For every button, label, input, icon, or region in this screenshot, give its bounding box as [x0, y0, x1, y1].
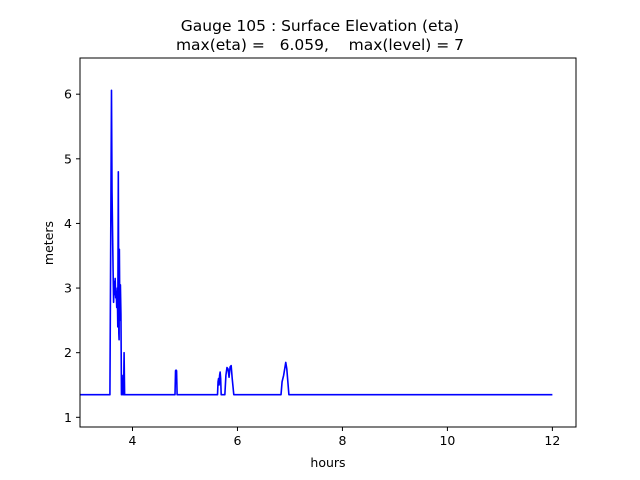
y-tick-label: 4 [64, 216, 72, 231]
chart-subtitle: max(eta) = 6.059, max(level) = 7 [176, 36, 464, 54]
y-tick-label: 6 [64, 87, 72, 102]
x-tick-label: 10 [439, 433, 455, 448]
x-tick-label: 8 [338, 433, 346, 448]
y-tick-label: 1 [64, 410, 72, 425]
x-tick-label: 6 [233, 433, 241, 448]
x-tick-label: 4 [129, 433, 137, 448]
series-line-0 [80, 89, 553, 396]
x-tick-label: 12 [544, 433, 560, 448]
y-tick-label: 5 [64, 151, 72, 166]
x-axis-label: hours [310, 455, 345, 470]
y-axis-label: meters [41, 221, 56, 265]
plot-frame [79, 57, 577, 428]
chart-title: Gauge 105 : Surface Elevation (eta) [181, 17, 459, 35]
y-tick-label: 2 [64, 345, 72, 360]
y-tick-label: 3 [64, 281, 72, 296]
